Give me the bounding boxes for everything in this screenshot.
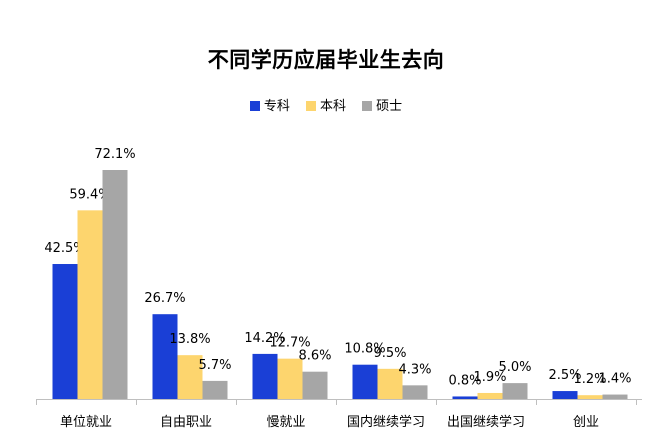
legend-label-shuoshi: 硕士 bbox=[376, 99, 403, 114]
bar-本科-3 bbox=[377, 368, 403, 399]
x-tick-label: 创业 bbox=[573, 415, 599, 430]
bar-专科-3 bbox=[352, 364, 378, 399]
legend-item-benke: 本科 bbox=[305, 95, 346, 114]
legend-swatch-benke bbox=[305, 101, 316, 111]
chart-title: 不同学历应届毕业生去向 bbox=[207, 48, 445, 72]
x-tick-label: 国内继续学习 bbox=[347, 414, 425, 430]
bar-硕士-2 bbox=[302, 371, 328, 399]
bar-本科-2 bbox=[277, 358, 303, 399]
data-label: 42.5% bbox=[44, 241, 85, 256]
data-label: 4.3% bbox=[398, 362, 431, 377]
legend-swatch-shuoshi bbox=[362, 101, 373, 111]
bar-硕士-0 bbox=[102, 170, 128, 399]
data-label: 5.0% bbox=[498, 360, 531, 375]
bar-硕士-1 bbox=[202, 380, 228, 399]
legend: 专科 本科 硕士 bbox=[0, 95, 652, 114]
data-label: 26.7% bbox=[144, 291, 185, 306]
data-label: 72.1% bbox=[94, 147, 135, 162]
data-label: 59.4% bbox=[69, 187, 110, 202]
data-label: 5.7% bbox=[198, 358, 231, 373]
bar-本科-5 bbox=[577, 395, 603, 399]
legend-label-zhuanke: 专科 bbox=[263, 99, 290, 114]
bar-专科-5 bbox=[552, 391, 578, 399]
x-tick-label: 慢就业 bbox=[266, 414, 305, 430]
data-label: 0.8% bbox=[448, 373, 481, 388]
data-label: 12.7% bbox=[269, 336, 310, 351]
bar-硕士-5 bbox=[602, 394, 628, 399]
bar-专科-0 bbox=[52, 264, 78, 399]
data-label: 9.5% bbox=[373, 346, 406, 361]
x-tick-label: 自由职业 bbox=[160, 415, 212, 430]
bar-专科-4 bbox=[452, 396, 478, 399]
legend-label-benke: 本科 bbox=[319, 99, 346, 114]
legend-item-zhuanke: 专科 bbox=[249, 95, 290, 114]
bar-专科-2 bbox=[252, 353, 278, 399]
bar-本科-4 bbox=[477, 392, 503, 399]
data-label: 2.5% bbox=[548, 368, 581, 383]
data-label: 1.2% bbox=[573, 372, 606, 387]
x-tick-label: 单位就业 bbox=[60, 415, 112, 430]
data-label: 8.6% bbox=[298, 349, 331, 364]
data-label: 14.2% bbox=[244, 331, 285, 346]
data-label: 1.9% bbox=[473, 370, 506, 385]
legend-item-shuoshi: 硕士 bbox=[362, 95, 402, 114]
bar-硕士-4 bbox=[502, 383, 528, 399]
bar-本科-0 bbox=[77, 210, 103, 399]
bar-硕士-3 bbox=[402, 385, 428, 399]
bar-本科-1 bbox=[177, 355, 203, 399]
bar-专科-1 bbox=[152, 314, 178, 399]
data-label: 10.8% bbox=[344, 342, 385, 357]
x-tick-label: 出国继续学习 bbox=[447, 414, 525, 430]
legend-swatch-zhuanke bbox=[249, 101, 260, 111]
data-label: 1.4% bbox=[598, 372, 631, 387]
data-label: 13.8% bbox=[169, 332, 210, 347]
